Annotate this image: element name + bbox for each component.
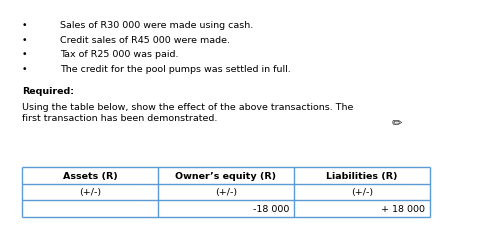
Text: Tax of R25 000 was paid.: Tax of R25 000 was paid. [60,50,179,59]
Text: The credit for the pool pumps was settled in full.: The credit for the pool pumps was settle… [60,64,291,73]
Text: (+/-): (+/-) [351,188,373,197]
Text: •: • [22,50,28,59]
Text: Using the table below, show the effect of the above transactions. The: Using the table below, show the effect o… [22,103,353,111]
Text: + 18 000: + 18 000 [381,204,425,213]
Text: Owner’s equity (R): Owner’s equity (R) [176,171,277,180]
Text: (+/-): (+/-) [79,188,101,197]
Text: -18 000: -18 000 [252,204,289,213]
Text: •: • [22,64,28,73]
Text: Required:: Required: [22,87,74,96]
Text: Assets (R): Assets (R) [62,171,118,180]
Text: (+/-): (+/-) [215,188,237,197]
Text: •: • [22,21,28,30]
Text: Credit sales of R45 000 were made.: Credit sales of R45 000 were made. [60,35,230,44]
Text: •: • [22,35,28,44]
Text: Sales of R30 000 were made using cash.: Sales of R30 000 were made using cash. [60,21,253,30]
Text: Liabilities (R): Liabilities (R) [326,171,398,180]
Text: ✏: ✏ [392,116,402,129]
Text: first transaction has been demonstrated.: first transaction has been demonstrated. [22,114,217,122]
